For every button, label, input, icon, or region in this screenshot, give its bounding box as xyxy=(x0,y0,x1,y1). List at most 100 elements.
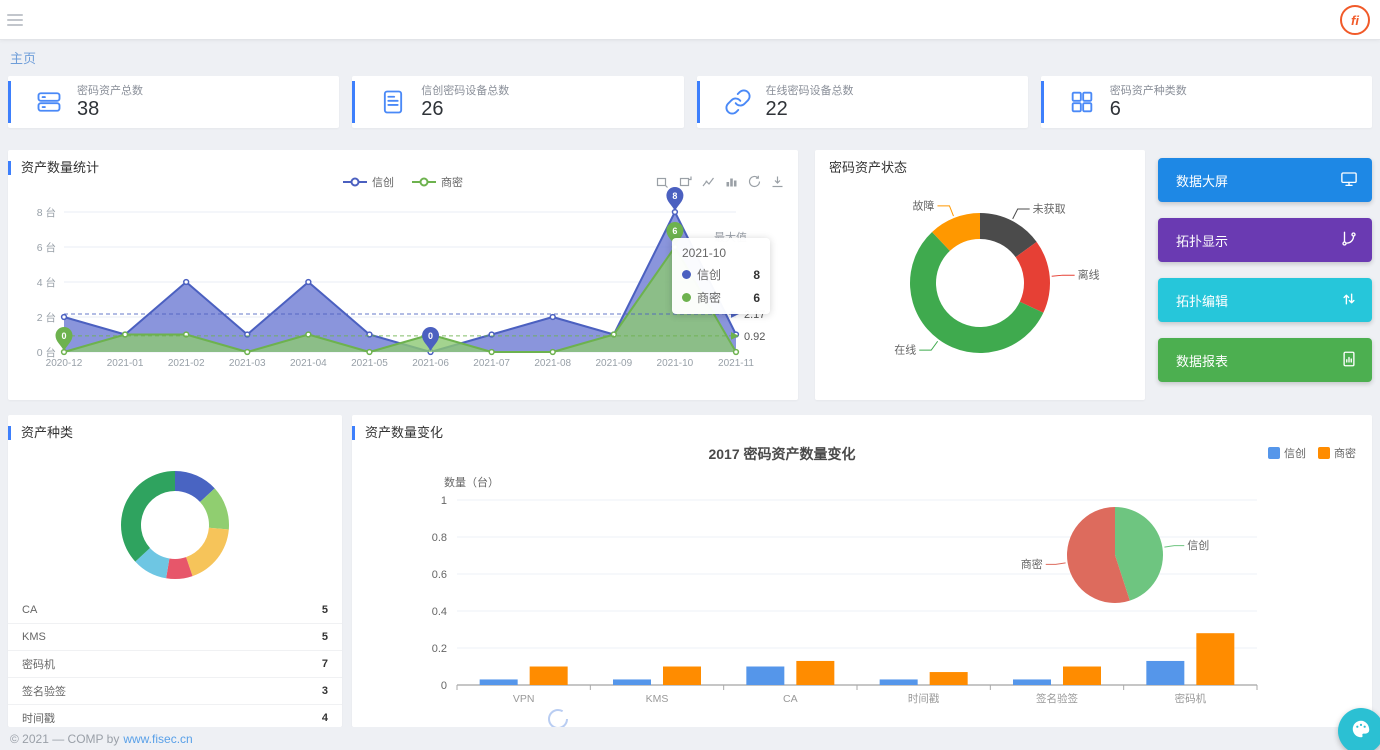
list-item: CA 5 xyxy=(8,597,342,624)
tooltip-value: 8 xyxy=(753,267,760,282)
asset-status-panel: 密码资产状态 未获取 离线 在线 故障 xyxy=(815,150,1145,400)
link-icon xyxy=(724,88,752,116)
type-count: 4 xyxy=(321,712,328,724)
list-item: 签名验签 3 xyxy=(8,678,342,705)
svg-text:6 台: 6 台 xyxy=(37,241,56,254)
asset-type-list: CA 5 KMS 5 密码机 7 签名验签 3 时间戳 4 xyxy=(8,597,342,727)
save-image-icon[interactable] xyxy=(771,175,784,188)
footer-link[interactable]: www.fisec.cn xyxy=(123,731,193,746)
legend-label: 商密 xyxy=(1334,448,1356,460)
zoom-reset-icon[interactable] xyxy=(679,175,692,188)
brand-logo[interactable]: fi xyxy=(1340,5,1370,35)
asset-type-donut-chart[interactable] xyxy=(8,449,342,599)
data-report-button[interactable]: 数据报表 xyxy=(1158,338,1372,382)
theme-palette-button[interactable] xyxy=(1338,708,1380,750)
svg-text:8 台: 8 台 xyxy=(37,206,56,219)
svg-text:4 台: 4 台 xyxy=(37,276,56,289)
legend-item-xinchuang[interactable]: 信创 xyxy=(1268,445,1306,461)
area-zoom-icon[interactable] xyxy=(656,175,669,188)
breadcrumb: 主页 xyxy=(10,48,36,67)
series-dot xyxy=(682,270,691,279)
bar-type-icon[interactable] xyxy=(725,175,738,188)
panel-title: 资产数量统计 xyxy=(8,161,99,175)
legend-item-xinchuang[interactable]: 信创 xyxy=(343,174,394,190)
type-label: CA xyxy=(22,604,38,616)
tooltip-series-name: 商密 xyxy=(697,291,722,305)
svg-text:未获取: 未获取 xyxy=(1033,203,1066,216)
svg-text:0.92: 0.92 xyxy=(744,331,765,343)
chart-tooltip: 2021-10 信创 8 商密 6 xyxy=(672,238,770,314)
stat-value: 38 xyxy=(77,97,100,120)
type-label: 密码机 xyxy=(22,659,55,671)
footer: © 2021 — COMP by www.fisec.cn xyxy=(0,727,1380,750)
button-label: 数据报表 xyxy=(1176,353,1229,369)
svg-text:信创: 信创 xyxy=(1187,539,1209,552)
svg-text:2021-02: 2021-02 xyxy=(168,358,205,369)
big-screen-button[interactable]: 数据大屏 xyxy=(1158,158,1372,202)
breadcrumb-home-link[interactable]: 主页 xyxy=(10,51,37,66)
panel-title: 密码资产状态 xyxy=(829,160,908,175)
stat-cards-row: 密码资产总数 38 信创密码设备总数 26 在线密码设备总数 22 密码资产种类… xyxy=(8,76,1372,128)
swap-arrows-icon xyxy=(1340,290,1358,311)
svg-text:0.4: 0.4 xyxy=(432,606,447,618)
type-label: 签名验签 xyxy=(22,686,66,698)
stat-card-asset-types: 密码资产种类数 6 xyxy=(1040,76,1372,128)
svg-text:2021-03: 2021-03 xyxy=(229,358,266,369)
button-label: 拓扑编辑 xyxy=(1176,293,1229,309)
topology-icon xyxy=(1340,230,1358,251)
device-document-icon xyxy=(379,88,407,116)
svg-text:KMS: KMS xyxy=(646,693,669,705)
tooltip-row: 信创 8 xyxy=(682,266,760,283)
asset-count-chart[interactable]: 0 台 2 台 4 台 6 台 8 台 2020-12 2021-01 2021-02 2021… xyxy=(12,186,792,400)
legend-item-shangmi[interactable]: 商密 xyxy=(412,174,463,190)
panel-title: 资产数量变化 xyxy=(352,426,443,440)
stat-card-total-assets: 密码资产总数 38 xyxy=(8,76,340,128)
svg-text:密码机: 密码机 xyxy=(1175,692,1207,705)
topology-edit-button[interactable]: 拓扑编辑 xyxy=(1158,278,1372,322)
topology-view-button[interactable]: 拓扑显示 xyxy=(1158,218,1372,262)
button-label: 拓扑显示 xyxy=(1176,233,1229,249)
restore-icon[interactable] xyxy=(748,175,761,188)
svg-text:1: 1 xyxy=(441,495,447,507)
type-count: 7 xyxy=(321,658,328,670)
svg-text:故障: 故障 xyxy=(912,198,934,212)
type-count: 3 xyxy=(321,685,328,697)
legend-swatch xyxy=(1268,447,1280,459)
tooltip-row: 商密 6 xyxy=(682,289,760,306)
legend-item-shangmi[interactable]: 商密 xyxy=(1318,445,1356,461)
legend-line-marker xyxy=(343,177,367,187)
top-header: fi xyxy=(0,0,1380,40)
report-icon xyxy=(1340,350,1358,371)
list-item: 时间戳 4 xyxy=(8,705,342,727)
svg-text:离线: 离线 xyxy=(1078,268,1100,282)
svg-text:VPN: VPN xyxy=(513,693,535,705)
stat-label: 信创密码设备总数 xyxy=(421,84,510,97)
svg-text:2021-05: 2021-05 xyxy=(351,358,388,369)
type-label: 时间戳 xyxy=(22,713,55,725)
series-dot xyxy=(682,293,691,302)
type-count: 5 xyxy=(321,604,328,616)
tooltip-title: 2021-10 xyxy=(682,246,727,260)
svg-text:0 台: 0 台 xyxy=(37,346,56,359)
logo-text: fi xyxy=(1351,12,1359,28)
server-icon xyxy=(35,88,63,116)
svg-text:0: 0 xyxy=(441,680,447,692)
line-type-icon[interactable] xyxy=(702,175,715,188)
type-label: KMS xyxy=(22,631,46,643)
svg-text:0.2: 0.2 xyxy=(432,643,447,655)
svg-text:0: 0 xyxy=(428,331,433,341)
svg-text:0.8: 0.8 xyxy=(432,532,447,544)
stat-label: 密码资产种类数 xyxy=(1109,84,1187,97)
svg-text:CA: CA xyxy=(783,693,798,705)
menu-toggle-icon[interactable] xyxy=(7,14,23,29)
button-label: 数据大屏 xyxy=(1176,173,1229,189)
svg-text:2021-01: 2021-01 xyxy=(107,358,144,369)
svg-text:6: 6 xyxy=(672,226,677,236)
panel-title: 资产种类 xyxy=(8,426,73,440)
svg-text:2021-08: 2021-08 xyxy=(534,358,571,369)
type-count: 5 xyxy=(321,631,328,643)
stat-card-online-devices: 在线密码设备总数 22 xyxy=(696,76,1028,128)
